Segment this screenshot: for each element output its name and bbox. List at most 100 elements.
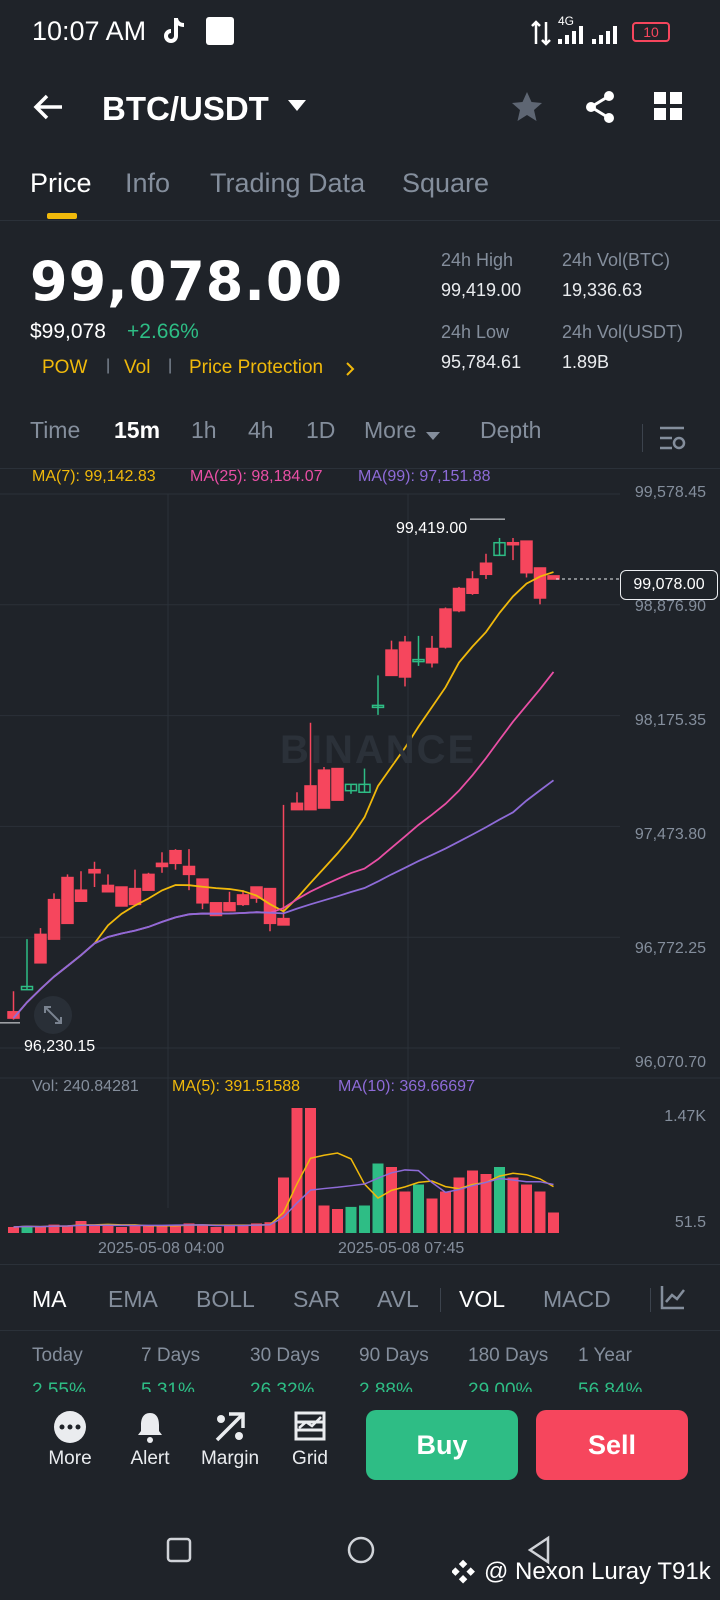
home-icon[interactable]	[346, 1535, 376, 1565]
perf-label: 7 Days	[141, 1345, 201, 1366]
tab-info[interactable]: Info	[125, 168, 171, 198]
candlestick-chart[interactable]	[0, 468, 720, 1248]
low-marker: 96,230.15	[24, 1038, 96, 1055]
volume-bar	[48, 1224, 60, 1233]
ind-avl[interactable]: AVL	[377, 1286, 419, 1312]
chart-settings-icon[interactable]	[658, 424, 686, 452]
grid-menu-icon[interactable]	[654, 92, 682, 120]
volume-bar	[129, 1225, 141, 1233]
x-tick: 2025-05-08 04:00	[98, 1240, 225, 1257]
chevron-down-icon[interactable]	[288, 100, 306, 112]
candle-body	[412, 658, 425, 663]
low-value: 95,784.61	[441, 352, 522, 372]
volume-bar	[89, 1225, 100, 1233]
candle-body	[425, 647, 439, 664]
y-tick: 97,473.80	[634, 826, 706, 843]
tag-separator: |	[106, 357, 111, 374]
volume-bar	[8, 1227, 19, 1233]
share-icon[interactable]	[584, 90, 616, 124]
perf-label: 30 Days	[250, 1345, 320, 1366]
candle-body	[250, 886, 263, 899]
volume-bar	[332, 1209, 343, 1233]
vol-ma5-legend: MA(5): 391.51588	[172, 1078, 301, 1095]
margin-action[interactable]: Margin	[195, 1410, 265, 1470]
volume-bar	[62, 1225, 73, 1233]
chevron-right-icon[interactable]	[345, 362, 355, 376]
alert-action[interactable]: Alert	[115, 1410, 185, 1470]
tabs-divider	[0, 220, 720, 221]
volume-bar	[197, 1224, 208, 1233]
last-price: 99,078.00	[30, 250, 344, 313]
signal-icon	[558, 26, 617, 44]
current-price-tag[interactable]: 99,078.00	[620, 570, 718, 600]
more-action[interactable]: More	[35, 1410, 105, 1470]
perf-value: 2.55%	[32, 1380, 86, 1392]
more-label: More	[48, 1448, 92, 1469]
data-transfer-icon	[531, 20, 551, 46]
candle-body	[304, 785, 317, 811]
ind-sar[interactable]: SAR	[293, 1286, 341, 1312]
volume-bar	[507, 1177, 519, 1233]
volume-bar	[21, 1225, 33, 1233]
star-icon[interactable]	[510, 90, 544, 124]
nav-back-icon[interactable]	[526, 1535, 552, 1565]
vol-btc-value: 19,336.63	[562, 280, 643, 300]
ind-boll[interactable]: BOLL	[196, 1286, 255, 1312]
candle-body	[263, 887, 277, 925]
more-dropdown-icon[interactable]	[426, 432, 440, 441]
tag-pow[interactable]: POW	[42, 357, 88, 378]
volume-bar	[116, 1227, 127, 1233]
indicator-settings-icon[interactable]	[660, 1284, 686, 1310]
tf-depth[interactable]: Depth	[480, 417, 542, 443]
tf-more[interactable]: More	[364, 417, 417, 443]
fullscreen-icon[interactable]	[34, 996, 72, 1034]
y-tick: 98,175.35	[634, 712, 706, 729]
tf-1h[interactable]: 1h	[191, 417, 217, 443]
price-change: +2.66%	[127, 320, 199, 343]
volume-bar	[386, 1167, 397, 1233]
candle-body	[169, 849, 182, 865]
volume-bar	[426, 1198, 438, 1233]
volume-bar	[75, 1221, 87, 1233]
candle-body	[155, 862, 169, 868]
ind-ema[interactable]: EMA	[108, 1286, 158, 1312]
tf-1d[interactable]: 1D	[306, 417, 336, 443]
candle-body	[371, 704, 385, 709]
recent-apps-icon[interactable]	[166, 1537, 192, 1563]
tf-15m[interactable]: 15m	[114, 417, 161, 443]
ind-macd[interactable]: MACD	[543, 1286, 611, 1312]
ind-vol[interactable]: VOL	[459, 1286, 506, 1312]
x-tick: 2025-05-08 07:45	[338, 1240, 465, 1257]
volume-bar	[305, 1108, 316, 1233]
y-tick: 99,578.45	[634, 484, 706, 501]
tab-square[interactable]: Square	[402, 168, 490, 198]
ind-divider	[440, 1288, 441, 1312]
tab-trading-data[interactable]: Trading Data	[210, 168, 366, 198]
y-tick: 98,876.90	[634, 598, 706, 615]
volume-bar	[156, 1225, 168, 1233]
tag-vol[interactable]: Vol	[124, 357, 151, 378]
pair-title[interactable]: BTC/USDT	[102, 90, 269, 127]
tf-4h[interactable]: 4h	[248, 417, 274, 443]
vol-tick: 1.47K	[664, 1108, 706, 1125]
volume-bar	[143, 1225, 154, 1233]
ind-ma[interactable]: MA	[32, 1286, 67, 1312]
back-arrow-icon[interactable]	[32, 92, 66, 122]
perf-value: 26.32%	[250, 1380, 315, 1392]
volume-bar	[440, 1191, 451, 1233]
sell-button[interactable]: Sell	[536, 1410, 688, 1480]
battery-icon: 10	[632, 22, 670, 42]
ind-divider	[650, 1288, 651, 1312]
volume-legend: Vol: 240.84281	[32, 1078, 139, 1095]
active-tab-indicator	[47, 213, 77, 219]
perf-label: 1 Year	[578, 1345, 632, 1366]
candle-body	[61, 876, 74, 925]
buy-button[interactable]: Buy	[366, 1410, 518, 1480]
grid-action[interactable]: Grid	[275, 1410, 345, 1470]
ma7-legend: MA(7): 99,142.83	[32, 468, 156, 485]
candle-body	[520, 540, 533, 574]
candle-body	[115, 886, 128, 907]
tag-price-protection[interactable]: Price Protection	[189, 357, 324, 378]
tab-price[interactable]: Price	[30, 168, 92, 198]
tf-time[interactable]: Time	[30, 417, 81, 443]
